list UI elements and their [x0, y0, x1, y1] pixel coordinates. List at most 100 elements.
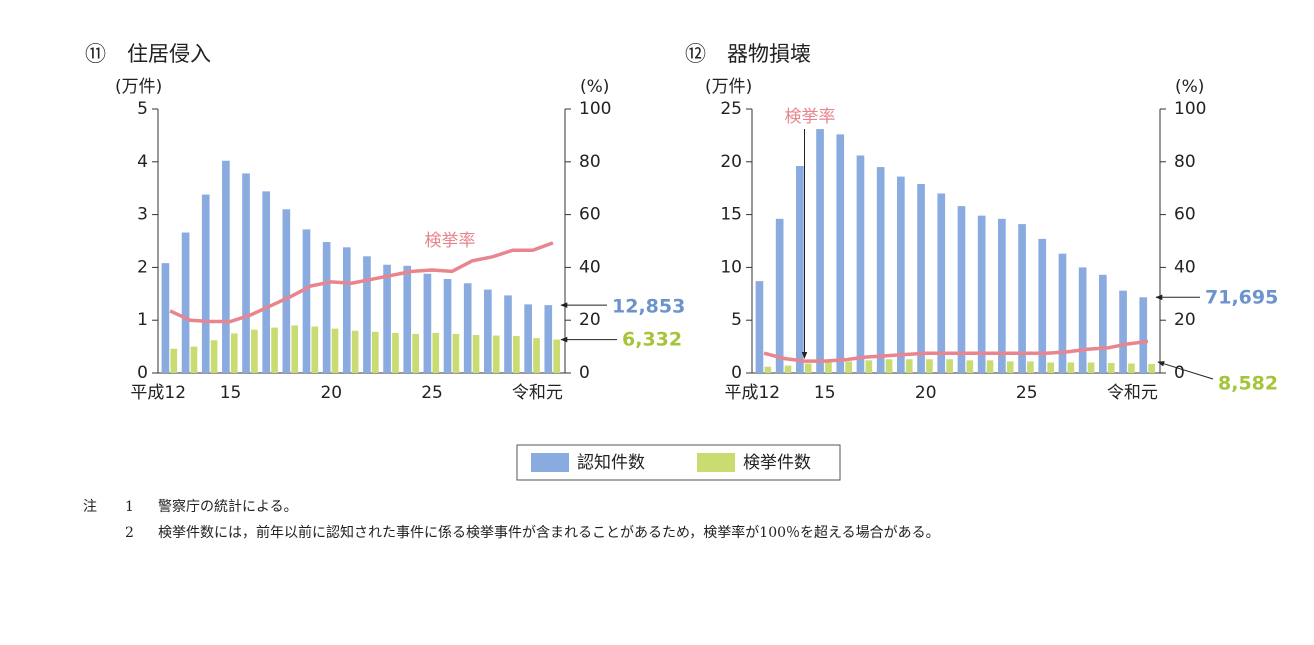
bar — [262, 191, 271, 373]
y-tick-label: 10 — [720, 257, 742, 277]
y2-tick-label: 40 — [1174, 257, 1196, 277]
note-number: 2 — [125, 525, 134, 541]
bar — [1078, 267, 1087, 373]
x-tick-label: 令和元 — [512, 383, 563, 403]
y-axis-title: (万件) — [115, 77, 162, 97]
y-tick-label: 5 — [137, 99, 148, 119]
bar — [242, 173, 250, 373]
bar — [755, 281, 764, 373]
bar — [432, 332, 440, 373]
rate-line — [763, 339, 1149, 363]
bar — [291, 325, 299, 373]
y2-tick-label: 100 — [1174, 99, 1206, 119]
line-label: 検挙率 — [785, 107, 836, 127]
bar — [1038, 238, 1047, 373]
x-tick-label: 25 — [1016, 383, 1038, 403]
y-tick-label: 3 — [137, 205, 148, 225]
x-tick-label: 平成12 — [724, 383, 780, 403]
legend-swatch — [697, 453, 735, 472]
chart-title: ⑫ 器物損壊 — [685, 42, 811, 66]
y2-tick-label: 0 — [579, 363, 590, 383]
bar — [423, 273, 432, 373]
bar — [1099, 274, 1107, 373]
y2-tick-label: 80 — [579, 152, 601, 172]
legend-label: 認知件数 — [577, 453, 645, 473]
note-text: 警察庁の統計による。 — [158, 498, 298, 515]
y-tick-label: 0 — [731, 363, 742, 383]
bar — [876, 167, 885, 373]
bar — [1067, 362, 1075, 373]
bar — [282, 209, 291, 373]
bar — [302, 229, 311, 373]
bar — [796, 166, 804, 373]
bar — [524, 304, 532, 373]
y2-tick-label: 80 — [1174, 152, 1196, 172]
bar — [1058, 253, 1067, 373]
bar — [957, 206, 966, 373]
value-label: 6,332 — [622, 329, 682, 351]
bar — [443, 279, 452, 373]
bar — [181, 232, 190, 373]
y2-tick-label: 40 — [579, 257, 601, 277]
y2-tick-label: 60 — [579, 205, 601, 225]
y-tick-label: 4 — [137, 152, 148, 172]
bar — [825, 362, 832, 373]
bar — [998, 218, 1006, 373]
bar — [452, 333, 460, 373]
bar — [342, 247, 351, 373]
value-label: 8,582 — [1218, 373, 1278, 395]
bar — [1027, 361, 1034, 373]
note-text: 検挙件数には，前年以前に認知された事件に係る検挙事件が含まれることがあるため，検… — [158, 524, 940, 541]
bar — [926, 359, 933, 373]
bar — [775, 218, 784, 373]
x-tick-label: 20 — [915, 383, 937, 403]
bar — [403, 265, 412, 373]
y2-tick-label: 100 — [579, 99, 611, 119]
bar — [513, 336, 520, 373]
bar — [937, 193, 946, 373]
bar — [1107, 362, 1115, 373]
y-tick-label: 1 — [137, 310, 148, 330]
bar — [1006, 361, 1014, 373]
legend-swatch — [531, 453, 569, 472]
bar — [553, 339, 560, 373]
y-axis-title: (万件) — [705, 77, 752, 97]
chart-title: ⑪ 住居侵入 — [85, 42, 211, 66]
legend-box — [516, 444, 841, 481]
bar — [201, 194, 210, 373]
bar — [885, 359, 893, 373]
bar — [905, 359, 913, 373]
bar — [363, 256, 371, 373]
line-label: 検挙率 — [425, 231, 476, 251]
y2-tick-label: 60 — [1174, 205, 1196, 225]
bar — [764, 366, 772, 373]
legend-label: 検挙件数 — [743, 453, 811, 473]
bar — [533, 338, 540, 373]
bar — [784, 365, 792, 373]
bar — [1139, 297, 1148, 373]
bar — [322, 242, 331, 373]
bar — [1119, 290, 1127, 373]
note-label: 注 — [83, 499, 97, 515]
y-tick-label: 0 — [137, 363, 148, 383]
bar — [311, 326, 319, 373]
y-tick-label: 15 — [720, 205, 742, 225]
bar — [804, 363, 812, 373]
y-tick-label: 2 — [137, 257, 148, 277]
bar — [946, 359, 953, 373]
bar — [161, 263, 170, 373]
bar — [1087, 362, 1095, 373]
bar — [190, 346, 198, 373]
bar — [230, 333, 238, 373]
bar — [170, 348, 178, 373]
bar — [865, 360, 873, 373]
note-number: 1 — [125, 499, 134, 515]
bar — [1047, 362, 1054, 373]
value-label: 12,853 — [612, 296, 685, 318]
bar — [1128, 363, 1135, 373]
y2-tick-label: 0 — [1174, 363, 1185, 383]
bar — [484, 289, 492, 373]
x-tick-label: 令和元 — [1107, 383, 1158, 403]
bar — [504, 295, 512, 373]
